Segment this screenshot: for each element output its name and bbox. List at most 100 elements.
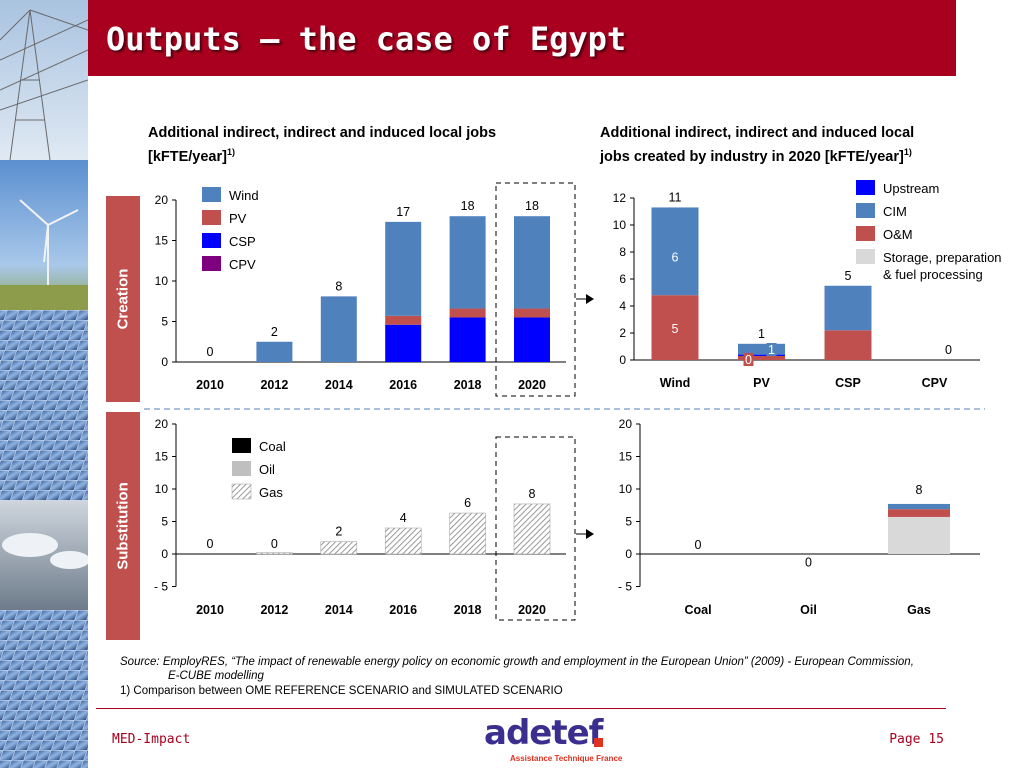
y-tick-label: 6: [619, 272, 626, 286]
x-category-label: CPV: [922, 376, 948, 390]
section-label-substitution: Substitution: [106, 412, 140, 640]
bar-cim: [888, 503, 950, 510]
x-category-label: 2018: [454, 603, 482, 617]
legend-storage-label-line2: & fuel processing: [883, 267, 983, 282]
segment-label: 1: [768, 343, 775, 357]
y-tick-label: 0: [161, 355, 168, 369]
x-category-label: Oil: [800, 603, 817, 617]
bar-gas: [449, 512, 486, 555]
y-tick-label: 5: [625, 515, 632, 529]
chart-title-line2: jobs created by industry in 2020 [kFTE/y…: [600, 143, 1010, 167]
chart-title-line2: [kFTE/year]1): [148, 143, 578, 167]
legend-cim-swatch: [856, 203, 875, 218]
bar-total-label: 8: [335, 279, 342, 293]
legend-upstream-label: Upstream: [883, 181, 939, 196]
logo-wordmark: adetef: [484, 713, 603, 753]
bar-gas: [384, 527, 422, 555]
x-category-label: 2014: [325, 603, 353, 617]
bar-storage-preparation-fuel-processing: [888, 516, 950, 554]
title-banner: [88, 0, 956, 76]
y-tick-label: 5: [161, 515, 168, 529]
bar-o-m: [824, 330, 872, 360]
x-category-label: 2016: [389, 603, 417, 617]
y-tick-label: 5: [161, 315, 168, 329]
y-tick-label: 0: [161, 547, 168, 561]
bar-total-label: 18: [461, 199, 475, 213]
bar-gas: [256, 552, 293, 555]
bar-o-m: [888, 509, 950, 517]
legend-cpv-label: CPV: [229, 257, 256, 272]
bar-total-label: 8: [916, 483, 923, 497]
segment-label: 5: [672, 322, 679, 336]
bar-total-label: 6: [464, 496, 471, 510]
bar-total-label: 17: [396, 205, 410, 219]
bar-total-label: 0: [695, 538, 702, 552]
bar-gas: [513, 503, 551, 555]
bar-wind: [256, 341, 293, 362]
source-line2: E-CUBE modelling: [168, 670, 264, 682]
bar-csp: [514, 317, 550, 362]
segment-label-box: [766, 343, 777, 356]
y-tick-label: 10: [155, 482, 169, 496]
y-tick-label: 20: [155, 417, 169, 431]
y-tick-label: 2: [619, 326, 626, 340]
legend-gas-label: Gas: [259, 485, 283, 500]
bar-gas: [320, 541, 358, 555]
y-tick-label: 20: [619, 417, 633, 431]
bar-pv: [449, 308, 486, 318]
bar-upstream: [738, 354, 785, 356]
x-category-label: 2010: [196, 378, 224, 392]
x-category-label: 2018: [454, 378, 482, 392]
bar-total-label: 2: [335, 525, 342, 539]
x-category-label: 2016: [389, 378, 417, 392]
x-category-label: PV: [753, 376, 770, 390]
segment-label: 0: [745, 353, 752, 367]
legend-upstream-swatch: [856, 180, 875, 195]
segment-label-box: [743, 353, 754, 366]
bar-wind: [449, 216, 486, 309]
x-category-label: 2012: [260, 603, 288, 617]
y-tick-label: 10: [155, 274, 169, 288]
bar-total-label: 2: [271, 325, 278, 339]
y-tick-label: 15: [155, 450, 169, 464]
highlight-box-2020-substitution: [495, 436, 576, 621]
x-category-label: 2012: [260, 378, 288, 392]
bar-csp: [449, 317, 486, 362]
footer-project-name: MED-Impact: [112, 732, 191, 747]
y-tick-label: 0: [619, 353, 626, 367]
logo-tagline: Assistance Technique France: [510, 754, 623, 763]
legend-coal-swatch: [232, 438, 251, 453]
legend-pv-label: PV: [229, 211, 247, 226]
bar-pv: [514, 308, 550, 318]
legend-cim-label: CIM: [883, 204, 907, 219]
legend-csp-label: CSP: [229, 234, 256, 249]
bar-wind: [385, 221, 422, 316]
footer-divider: [96, 708, 946, 709]
bar-total-label: 18: [525, 199, 539, 213]
x-category-label: Wind: [660, 376, 690, 390]
page-number: Page 15: [889, 732, 944, 747]
chart-substitution-fuel: - 5 0 5 10 15 20 Coal 0 Oil 0 Gas 8: [618, 417, 980, 617]
y-tick-label: - 5: [618, 580, 632, 594]
x-category-label: CSP: [835, 376, 861, 390]
legend-csp-swatch: [202, 233, 221, 248]
photo-collage-image: [0, 0, 88, 768]
y-tick-label: 12: [613, 191, 627, 205]
x-category-label: 2020: [518, 378, 546, 392]
section-label-creation: Creation: [106, 196, 140, 402]
bar-csp: [385, 324, 422, 362]
bar-wind: [320, 296, 357, 362]
bar-total-label: 0: [945, 343, 952, 357]
y-tick-label: 15: [619, 450, 633, 464]
y-tick-label: 20: [155, 193, 169, 207]
y-tick-label: 10: [619, 482, 633, 496]
legend-om-label: O&M: [883, 227, 913, 242]
x-category-label: 2020: [518, 603, 546, 617]
legend-wind-swatch: [202, 187, 221, 202]
bar-total-label: 0: [805, 555, 812, 569]
bar-total-label: 11: [669, 190, 682, 204]
legend-storage-label: Storage, preparation: [883, 250, 1002, 265]
bar-cim: [651, 207, 699, 296]
